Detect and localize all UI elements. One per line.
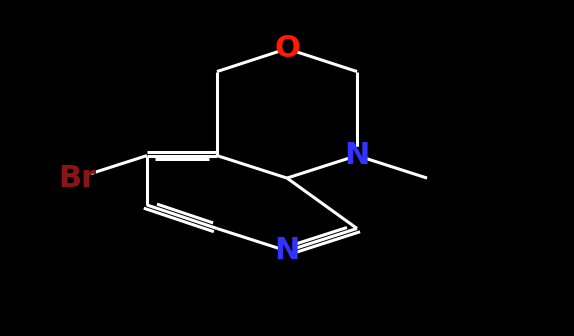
Text: N: N: [344, 141, 370, 170]
Text: Br: Br: [58, 164, 96, 193]
Text: O: O: [274, 34, 300, 63]
Text: N: N: [274, 237, 300, 265]
